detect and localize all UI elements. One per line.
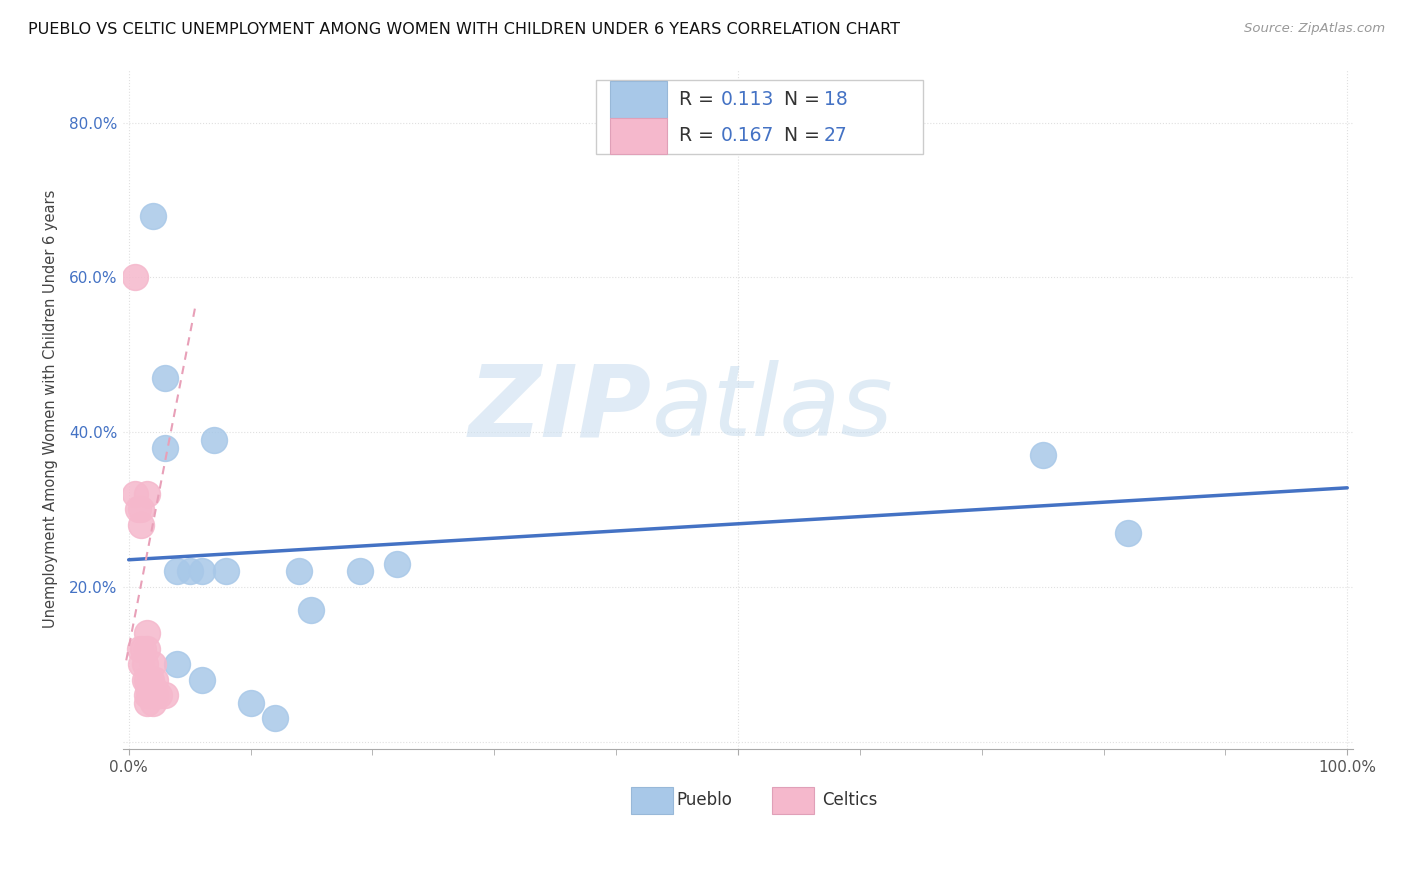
Point [1116, 525, 1139, 540]
Point [215, 565, 238, 579]
Point [132, 641, 155, 656]
Point [134, 657, 156, 672]
Text: Pueblo: Pueblo [676, 791, 733, 809]
Y-axis label: Unemployment Among Women with Children Under 6 years: Unemployment Among Women with Children U… [44, 190, 58, 628]
Point [166, 657, 188, 672]
Point [155, 688, 177, 702]
Point [127, 502, 149, 516]
Point [136, 673, 159, 687]
Text: 0.167: 0.167 [721, 127, 775, 145]
Point [136, 688, 159, 702]
Point [191, 565, 214, 579]
Text: ZIP: ZIP [468, 360, 652, 458]
Point [1032, 448, 1054, 462]
Text: 27: 27 [824, 127, 848, 145]
Point [145, 688, 167, 702]
Point [136, 487, 159, 501]
FancyBboxPatch shape [610, 81, 666, 118]
Point [142, 209, 165, 223]
Point [385, 557, 408, 571]
Text: R =: R = [679, 90, 720, 109]
Point [301, 603, 323, 617]
Point [145, 673, 167, 687]
FancyBboxPatch shape [772, 787, 814, 814]
Text: PUEBLO VS CELTIC UNEMPLOYMENT AMONG WOMEN WITH CHILDREN UNDER 6 YEARS CORRELATIO: PUEBLO VS CELTIC UNEMPLOYMENT AMONG WOME… [28, 22, 900, 37]
Text: N =: N = [783, 127, 825, 145]
Point [139, 688, 162, 702]
Point [191, 673, 214, 687]
FancyBboxPatch shape [596, 80, 922, 153]
Point [288, 565, 311, 579]
Point [129, 657, 152, 672]
Text: Celtics: Celtics [821, 791, 877, 809]
Point [129, 502, 152, 516]
Text: N =: N = [783, 90, 825, 109]
Point [136, 681, 159, 695]
Point [142, 696, 165, 710]
Point [148, 688, 170, 702]
Point [179, 565, 201, 579]
Point [128, 641, 150, 656]
Point [142, 681, 165, 695]
Text: 0.113: 0.113 [721, 90, 775, 109]
Point [134, 673, 156, 687]
Text: Source: ZipAtlas.com: Source: ZipAtlas.com [1244, 22, 1385, 36]
Text: 18: 18 [824, 90, 848, 109]
Point [202, 433, 225, 447]
Point [136, 641, 159, 656]
Point [142, 657, 165, 672]
Point [155, 441, 177, 455]
Point [138, 688, 160, 702]
Text: R =: R = [679, 127, 720, 145]
Point [129, 518, 152, 533]
Point [155, 371, 177, 385]
Point [166, 565, 188, 579]
Point [239, 696, 262, 710]
Point [136, 626, 159, 640]
Point [264, 711, 287, 725]
Point [124, 270, 146, 285]
FancyBboxPatch shape [610, 118, 666, 154]
Point [139, 673, 162, 687]
Point [136, 696, 159, 710]
Point [349, 565, 371, 579]
Point [124, 487, 146, 501]
Text: atlas: atlas [652, 360, 893, 458]
FancyBboxPatch shape [631, 787, 672, 814]
